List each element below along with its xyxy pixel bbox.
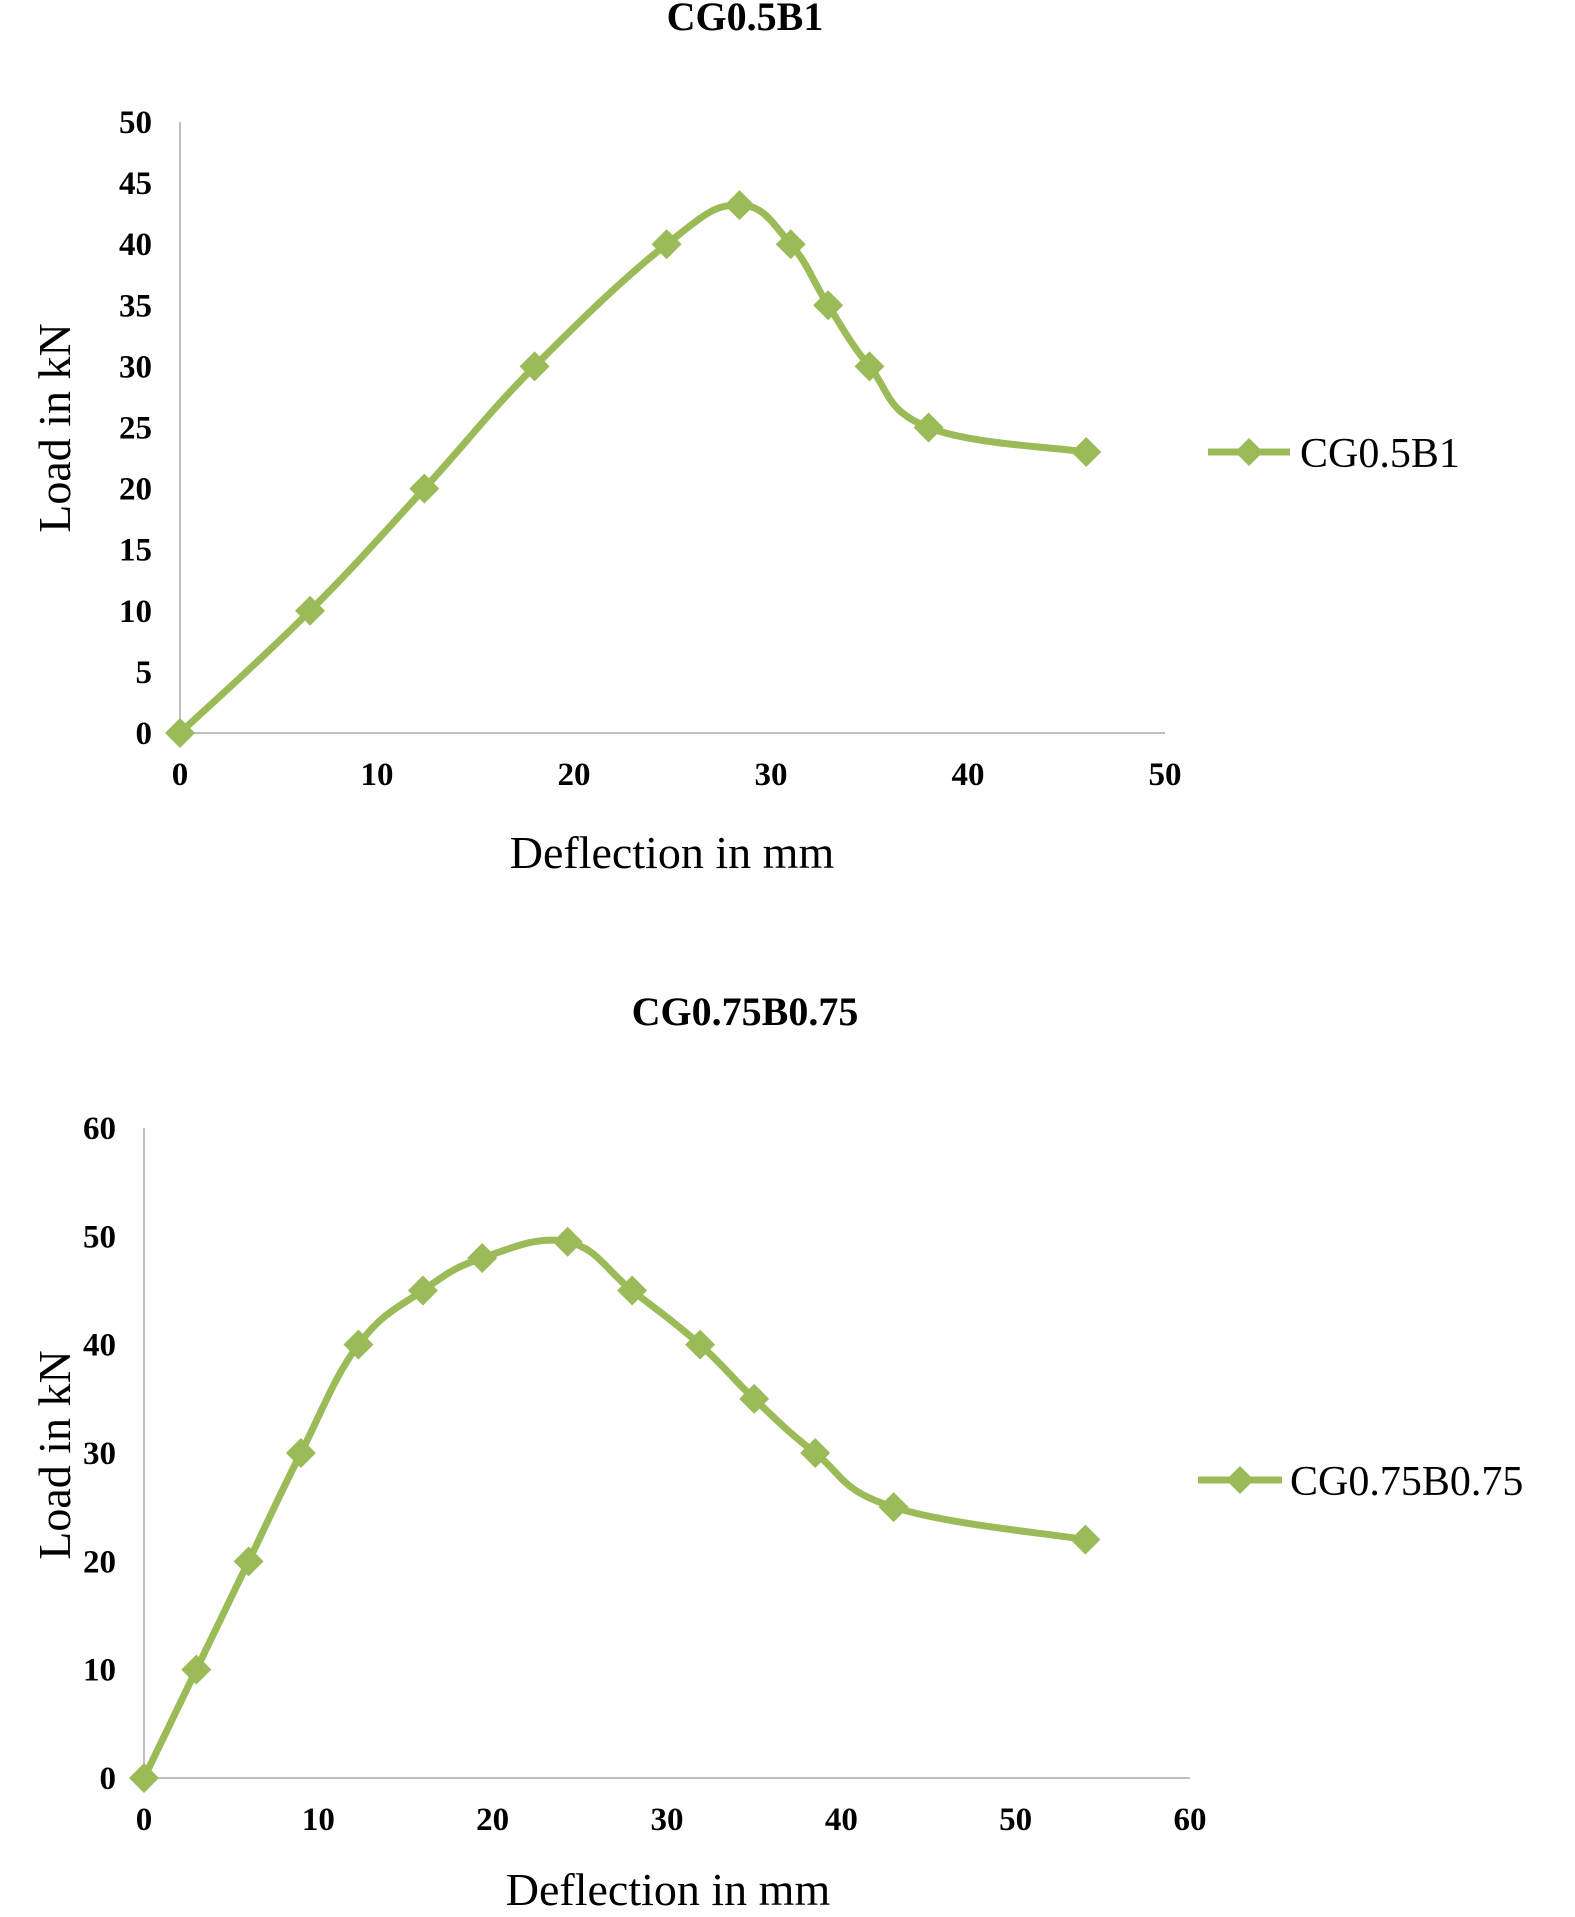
chart-title: CG0.5B1 [667,0,824,39]
x-tick-label: 10 [302,1802,335,1838]
data-point-marker [651,229,682,260]
x-axis-label: Deflection in mm [510,827,835,878]
x-tick-label: 60 [1174,1802,1207,1838]
x-tick-label: 40 [952,757,985,793]
x-tick-label: 30 [651,1802,684,1838]
x-axis-label: Deflection in mm [506,1864,831,1915]
y-tick-label: 50 [83,1219,116,1255]
data-point-marker [409,473,440,504]
y-tick-label: 10 [83,1653,116,1689]
data-point-marker [878,1492,909,1523]
x-tick-label: 20 [476,1802,509,1838]
y-tick-label: 10 [119,594,152,630]
legend-entry: CG0.75B0.75 [1290,1459,1523,1505]
data-point-marker [295,595,326,626]
x-tick-label: 40 [825,1802,858,1838]
data-point-marker [233,1546,264,1577]
x-tick-label: 30 [755,757,788,793]
data-point-marker [617,1275,648,1306]
data-point-marker [685,1329,716,1360]
legend-marker [1226,1466,1254,1494]
data-point-marker [181,1654,212,1685]
y-tick-label: 25 [119,411,152,447]
data-point-marker [519,351,550,382]
y-tick-label: 30 [83,1436,116,1472]
x-tick-labels: 0 10 20 30 40 50 60 [136,1802,1207,1838]
legend: CG0.5B1 [1208,431,1460,477]
data-point-marker [552,1226,583,1257]
legend: CG0.75B0.75 [1198,1459,1523,1505]
y-tick-labels: 0 5 10 15 20 25 30 35 40 45 50 [119,105,152,752]
y-tick-label: 0 [100,1761,117,1797]
x-tick-labels: 0 10 20 30 40 50 [172,757,1182,793]
chart-cg05b1: CG0.5B1 Load in kN Deflection in mm 0 5 10… [29,0,1460,878]
data-point-marker [1071,436,1102,467]
y-tick-label: 20 [119,472,152,508]
y-tick-label: 35 [119,288,152,324]
y-axis-label: Load in kN [29,323,80,533]
series-layer [129,1226,1101,1793]
x-tick-label: 10 [361,757,394,793]
x-tick-label: 0 [172,757,189,793]
y-tick-label: 15 [119,533,152,569]
y-tick-label: 20 [83,1544,116,1580]
y-tick-label: 30 [119,349,152,385]
data-point-marker [343,1329,374,1360]
y-tick-label: 60 [83,1111,116,1147]
y-tick-label: 40 [83,1328,116,1364]
y-tick-label: 5 [136,655,153,691]
legend-marker [1235,438,1263,466]
x-tick-label: 50 [1149,757,1182,793]
legend-entry: CG0.5B1 [1300,431,1460,477]
x-tick-label: 20 [558,757,591,793]
chart-cg075b075: CG0.75B0.75 Load in kN Deflection in mm … [29,989,1523,1915]
x-tick-label: 0 [136,1802,153,1838]
data-point-marker [467,1243,498,1273]
y-axis-label: Load in kN [29,1350,80,1560]
data-point-marker [1070,1524,1101,1555]
data-point-marker [129,1763,159,1793]
series-layer [165,190,1102,748]
data-point-marker [739,1383,770,1414]
data-point-marker [775,229,806,260]
data-point-marker [800,1438,831,1468]
y-tick-label: 45 [119,166,152,202]
series-line [176,201,1090,737]
data-point-marker [165,718,195,748]
data-point-marker [724,190,755,221]
data-point-marker [813,290,844,321]
data-point-marker [913,412,944,443]
y-tick-labels: 0 10 20 30 40 50 60 [83,1111,116,1797]
data-point-marker [854,351,885,382]
y-tick-label: 40 [119,227,152,263]
data-point-marker [285,1438,316,1468]
data-point-marker [407,1275,438,1306]
chart-title: CG0.75B0.75 [632,989,859,1034]
y-tick-label: 50 [119,105,152,141]
y-tick-label: 0 [136,716,153,752]
x-tick-label: 50 [999,1802,1032,1838]
